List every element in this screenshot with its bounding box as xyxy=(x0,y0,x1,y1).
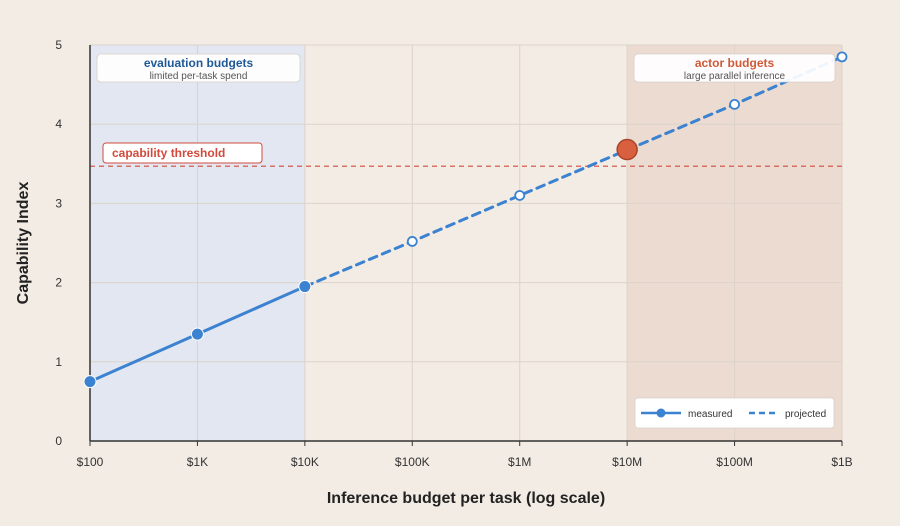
projected-point xyxy=(836,51,848,63)
legend-label-measured: measured xyxy=(688,409,732,420)
x-tick-label: $10K xyxy=(291,455,319,469)
projected-point xyxy=(729,99,740,110)
legend-marker-measured xyxy=(656,408,666,418)
projected-point xyxy=(406,236,418,247)
x-tick-label: $100K xyxy=(395,455,430,469)
y-tick-label: 0 xyxy=(55,434,62,448)
x-tick-label: $100 xyxy=(77,455,104,469)
x-tick-label: $100M xyxy=(716,455,753,469)
measured-point xyxy=(190,327,204,341)
x-axis-title: Inference budget per task (log scale) xyxy=(327,490,605,507)
legend-label-projected: projected xyxy=(785,409,826,420)
threshold-label: capability threshold xyxy=(112,146,225,160)
y-axis-title: Capability Index xyxy=(15,182,32,305)
projected-point xyxy=(514,190,526,201)
region-subtitle-0: limited per-task spend xyxy=(150,71,248,82)
legend-box xyxy=(634,397,835,429)
measured-point xyxy=(298,280,312,294)
region-subtitle-1: large parallel inference xyxy=(684,71,786,82)
y-tick-label: 5 xyxy=(55,38,62,52)
highlight-crossing-point xyxy=(616,138,638,161)
y-tick-label: 4 xyxy=(55,117,62,131)
x-tick-label: $1B xyxy=(831,455,852,469)
x-tick-label: $1K xyxy=(187,455,208,469)
x-tick-label: $10M xyxy=(612,455,642,469)
x-tick-label: $1M xyxy=(508,455,531,469)
threshold-label-box xyxy=(102,142,263,164)
region-label-box-0 xyxy=(96,53,301,83)
y-tick-label: 3 xyxy=(55,196,62,210)
measured-point xyxy=(83,375,97,389)
y-tick-label: 1 xyxy=(55,355,62,369)
region-label-box-1 xyxy=(633,53,836,83)
region-title-1: actor budgets xyxy=(695,56,775,70)
region-title-0: evaluation budgets xyxy=(144,56,254,70)
y-tick-label: 2 xyxy=(55,276,62,290)
